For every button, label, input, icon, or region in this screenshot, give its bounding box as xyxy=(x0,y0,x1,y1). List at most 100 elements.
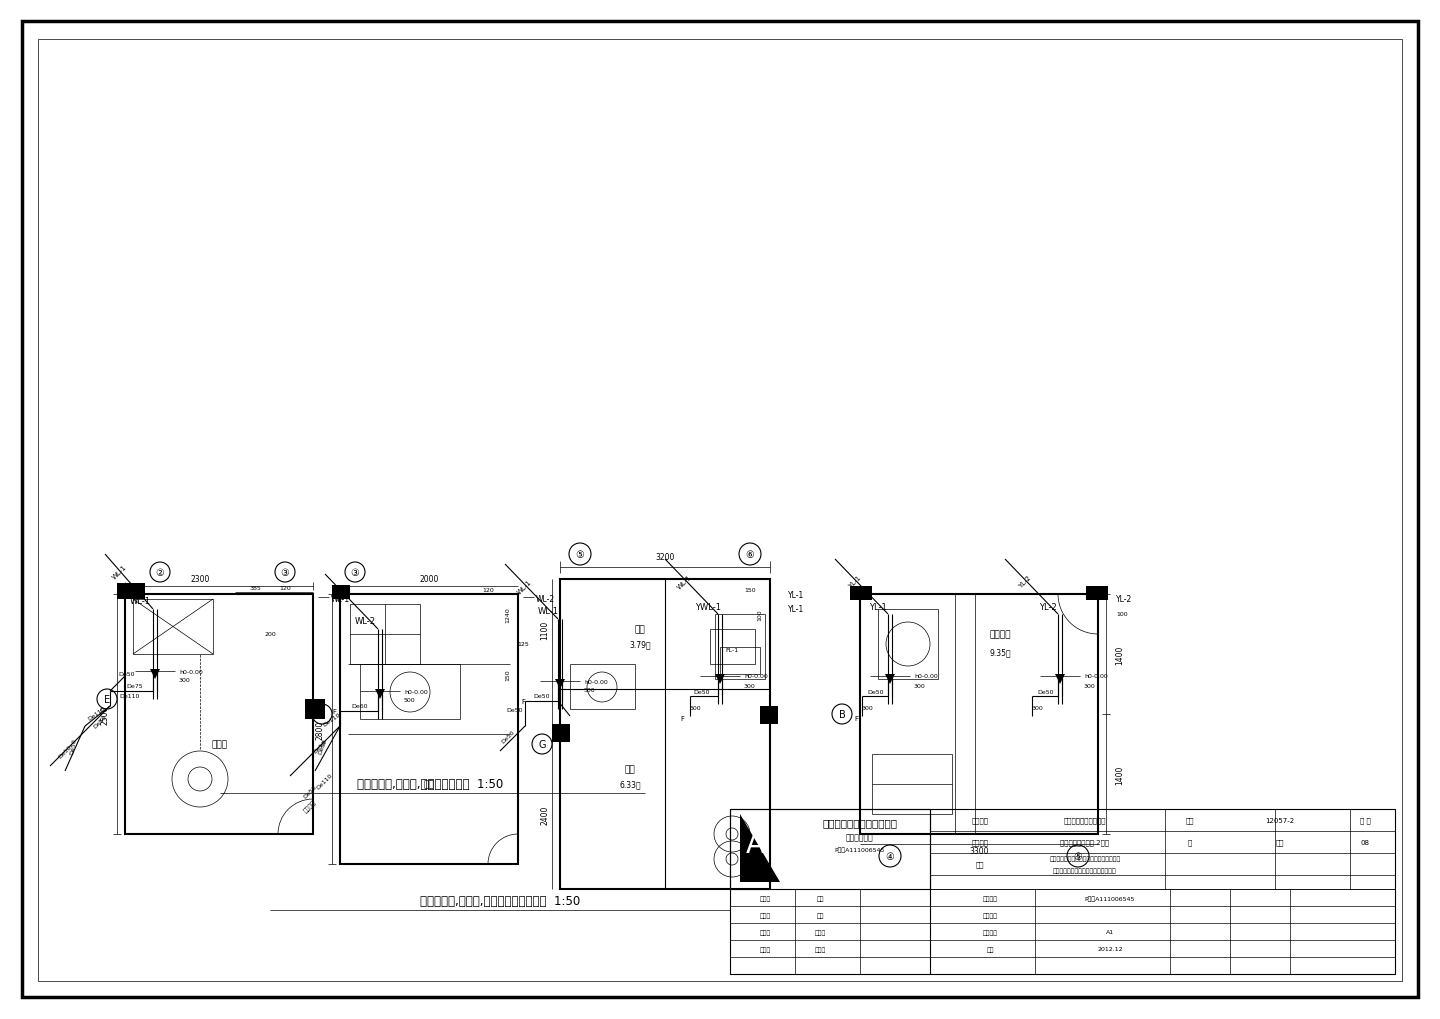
Text: 500: 500 xyxy=(585,688,596,693)
Text: 标准层厨房、卫生间、阳台排水系统图: 标准层厨房、卫生间、阳台排水系统图 xyxy=(1053,867,1117,873)
Polygon shape xyxy=(150,669,160,680)
Text: De110: De110 xyxy=(315,772,334,790)
Bar xyxy=(570,664,635,709)
Text: De50: De50 xyxy=(69,738,76,755)
Text: 300: 300 xyxy=(179,678,190,683)
Text: h0-0.00: h0-0.00 xyxy=(179,668,203,674)
Text: ⑤: ⑤ xyxy=(1074,851,1083,861)
Text: F: F xyxy=(320,709,325,719)
Text: 3.79㎡: 3.79㎡ xyxy=(629,640,651,649)
Text: De75: De75 xyxy=(127,684,144,689)
Text: 建筑地面: 建筑地面 xyxy=(302,799,317,813)
Text: 校对人: 校对人 xyxy=(815,947,825,952)
Text: De110: De110 xyxy=(120,694,140,699)
Text: F: F xyxy=(854,715,858,721)
Text: YL-2: YL-2 xyxy=(1040,602,1057,611)
Polygon shape xyxy=(740,814,780,882)
Text: WL-2: WL-2 xyxy=(354,616,376,626)
Text: 校审人: 校审人 xyxy=(759,947,770,952)
Text: ②: ② xyxy=(156,568,164,578)
Text: P建筑A111006545: P建筑A111006545 xyxy=(1084,896,1135,901)
Text: WL-1: WL-1 xyxy=(517,578,533,595)
Bar xyxy=(560,580,770,890)
Text: De110: De110 xyxy=(88,705,107,721)
Text: 1400: 1400 xyxy=(1116,764,1125,784)
Text: h0-0.00: h0-0.00 xyxy=(744,674,768,679)
Text: 项目编号: 项目编号 xyxy=(982,912,998,918)
Text: 2012.12: 2012.12 xyxy=(1097,947,1123,952)
Text: ⑤: ⑤ xyxy=(576,549,585,559)
Text: 水施: 水施 xyxy=(1276,839,1284,846)
Text: 工程名称: 工程名称 xyxy=(972,817,988,823)
Text: ③: ③ xyxy=(281,568,289,578)
Text: WL-2: WL-2 xyxy=(536,595,556,604)
Text: 标准层厨房,卫生间,阳台排水系统图  1:50: 标准层厨房,卫生间,阳台排水系统图 1:50 xyxy=(357,777,503,791)
Text: 2800: 2800 xyxy=(315,719,324,739)
Text: 专业人: 专业人 xyxy=(759,896,770,901)
Text: WL-1: WL-1 xyxy=(331,595,350,604)
Text: 150: 150 xyxy=(744,587,756,592)
Text: 3300: 3300 xyxy=(969,847,989,856)
Text: 200: 200 xyxy=(264,632,276,637)
Text: De110: De110 xyxy=(323,711,341,728)
Text: B: B xyxy=(838,709,845,719)
Polygon shape xyxy=(554,680,564,689)
Text: 150: 150 xyxy=(505,668,511,680)
Text: A: A xyxy=(746,830,765,858)
Text: YWL-1: YWL-1 xyxy=(696,602,721,611)
Text: ④: ④ xyxy=(886,851,894,861)
Text: 卫生间: 卫生间 xyxy=(212,740,228,749)
Bar xyxy=(716,614,765,680)
Bar xyxy=(878,609,937,680)
Text: 2400: 2400 xyxy=(540,805,550,824)
Text: De50: De50 xyxy=(58,744,72,759)
Bar xyxy=(710,630,755,664)
Text: WL-1: WL-1 xyxy=(130,597,151,606)
Text: h0-0.00: h0-0.00 xyxy=(1084,674,1107,679)
Bar xyxy=(305,699,325,719)
Text: 宜能中泰锦绣城水半央: 宜能中泰锦绣城水半央 xyxy=(1064,817,1106,823)
Text: 1100: 1100 xyxy=(540,620,550,639)
Text: De50: De50 xyxy=(318,738,328,755)
Text: 2300: 2300 xyxy=(190,575,210,584)
Text: ⑥: ⑥ xyxy=(746,549,755,559)
Text: 1400: 1400 xyxy=(1116,645,1125,664)
Text: YL-1: YL-1 xyxy=(848,574,863,589)
Text: 图纸编号: 图纸编号 xyxy=(982,929,998,934)
Text: 500: 500 xyxy=(690,706,701,711)
Text: h0-0.00: h0-0.00 xyxy=(405,689,428,694)
Text: 300: 300 xyxy=(1031,706,1043,711)
Text: De50: De50 xyxy=(92,713,108,729)
Bar xyxy=(730,809,1395,974)
Text: 浴室: 浴室 xyxy=(423,780,435,789)
Text: De50: De50 xyxy=(302,784,318,799)
Text: 图名: 图名 xyxy=(976,861,985,867)
Text: WL-2: WL-2 xyxy=(337,586,353,602)
Text: De50: De50 xyxy=(868,689,884,694)
Bar xyxy=(125,594,312,835)
Text: 厨房: 厨房 xyxy=(625,764,635,773)
Text: 中国建筑技术集团有限公司: 中国建筑技术集团有限公司 xyxy=(822,817,897,827)
Text: 丙丙: 丙丙 xyxy=(816,912,824,918)
Text: 标准层厨房,卫生间,阳台给排水平面详图  1:50: 标准层厨房,卫生间,阳台给排水平面详图 1:50 xyxy=(420,895,580,908)
Text: 6.33㎡: 6.33㎡ xyxy=(619,780,641,789)
Polygon shape xyxy=(716,675,724,685)
Text: 阳台: 阳台 xyxy=(635,625,645,634)
Text: WL-1: WL-1 xyxy=(677,573,693,590)
Text: De50: De50 xyxy=(694,689,710,694)
Text: F: F xyxy=(521,698,526,704)
Text: 项目名称: 项目名称 xyxy=(972,839,988,846)
Bar xyxy=(850,586,873,600)
Text: YL-1: YL-1 xyxy=(788,605,805,613)
Text: 9.35㎡: 9.35㎡ xyxy=(989,648,1011,657)
Text: G: G xyxy=(539,739,546,749)
Bar xyxy=(333,586,350,599)
Bar xyxy=(117,584,145,599)
Text: 日期: 日期 xyxy=(986,947,994,952)
Text: A1: A1 xyxy=(1106,929,1115,934)
Text: E: E xyxy=(104,694,109,704)
Text: YL-2: YL-2 xyxy=(1116,595,1132,604)
Text: WL-1: WL-1 xyxy=(112,564,128,580)
Text: 规划人: 规划人 xyxy=(759,912,770,918)
Bar xyxy=(132,599,213,654)
